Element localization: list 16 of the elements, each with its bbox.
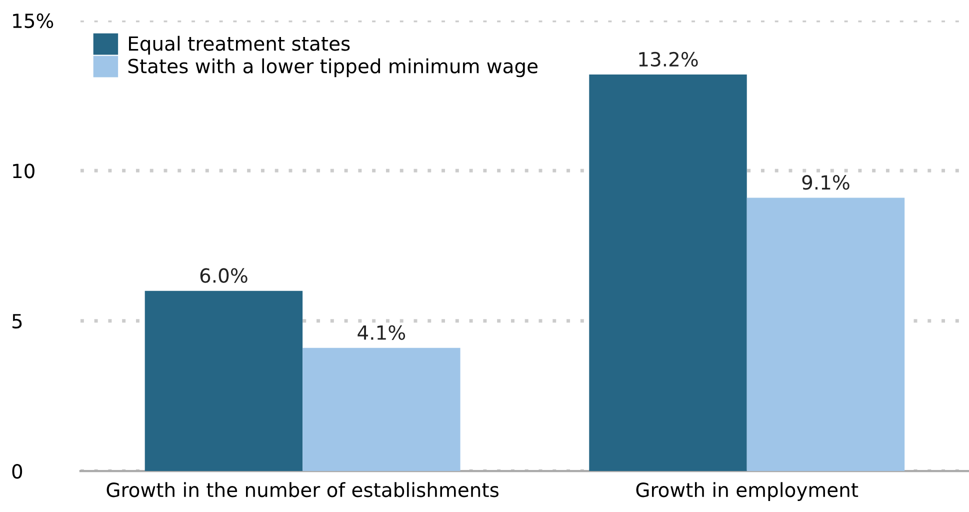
bar: [144, 290, 303, 472]
y-tick-label: 0: [12, 464, 22, 479]
data-label: 4.1%: [358, 325, 406, 340]
data-label: 6.0%: [200, 268, 248, 283]
x-tick-label: Growth in employment: [636, 482, 858, 501]
x-tick-label: Growth in the number of establishments: [106, 482, 499, 498]
bar: [302, 348, 460, 472]
y-tick-label: 15%: [13, 13, 54, 28]
legend-label: States with a lower tipped minimum wage: [128, 58, 538, 78]
y-tick-label: 10: [13, 164, 34, 178]
data-label: 13.2%: [639, 52, 698, 67]
bar: [589, 74, 747, 472]
legend-label: Equal treatment states: [129, 36, 350, 55]
data-label: 9.1%: [802, 175, 850, 190]
y-tick-label: 5: [12, 314, 22, 329]
bar: [746, 198, 905, 472]
